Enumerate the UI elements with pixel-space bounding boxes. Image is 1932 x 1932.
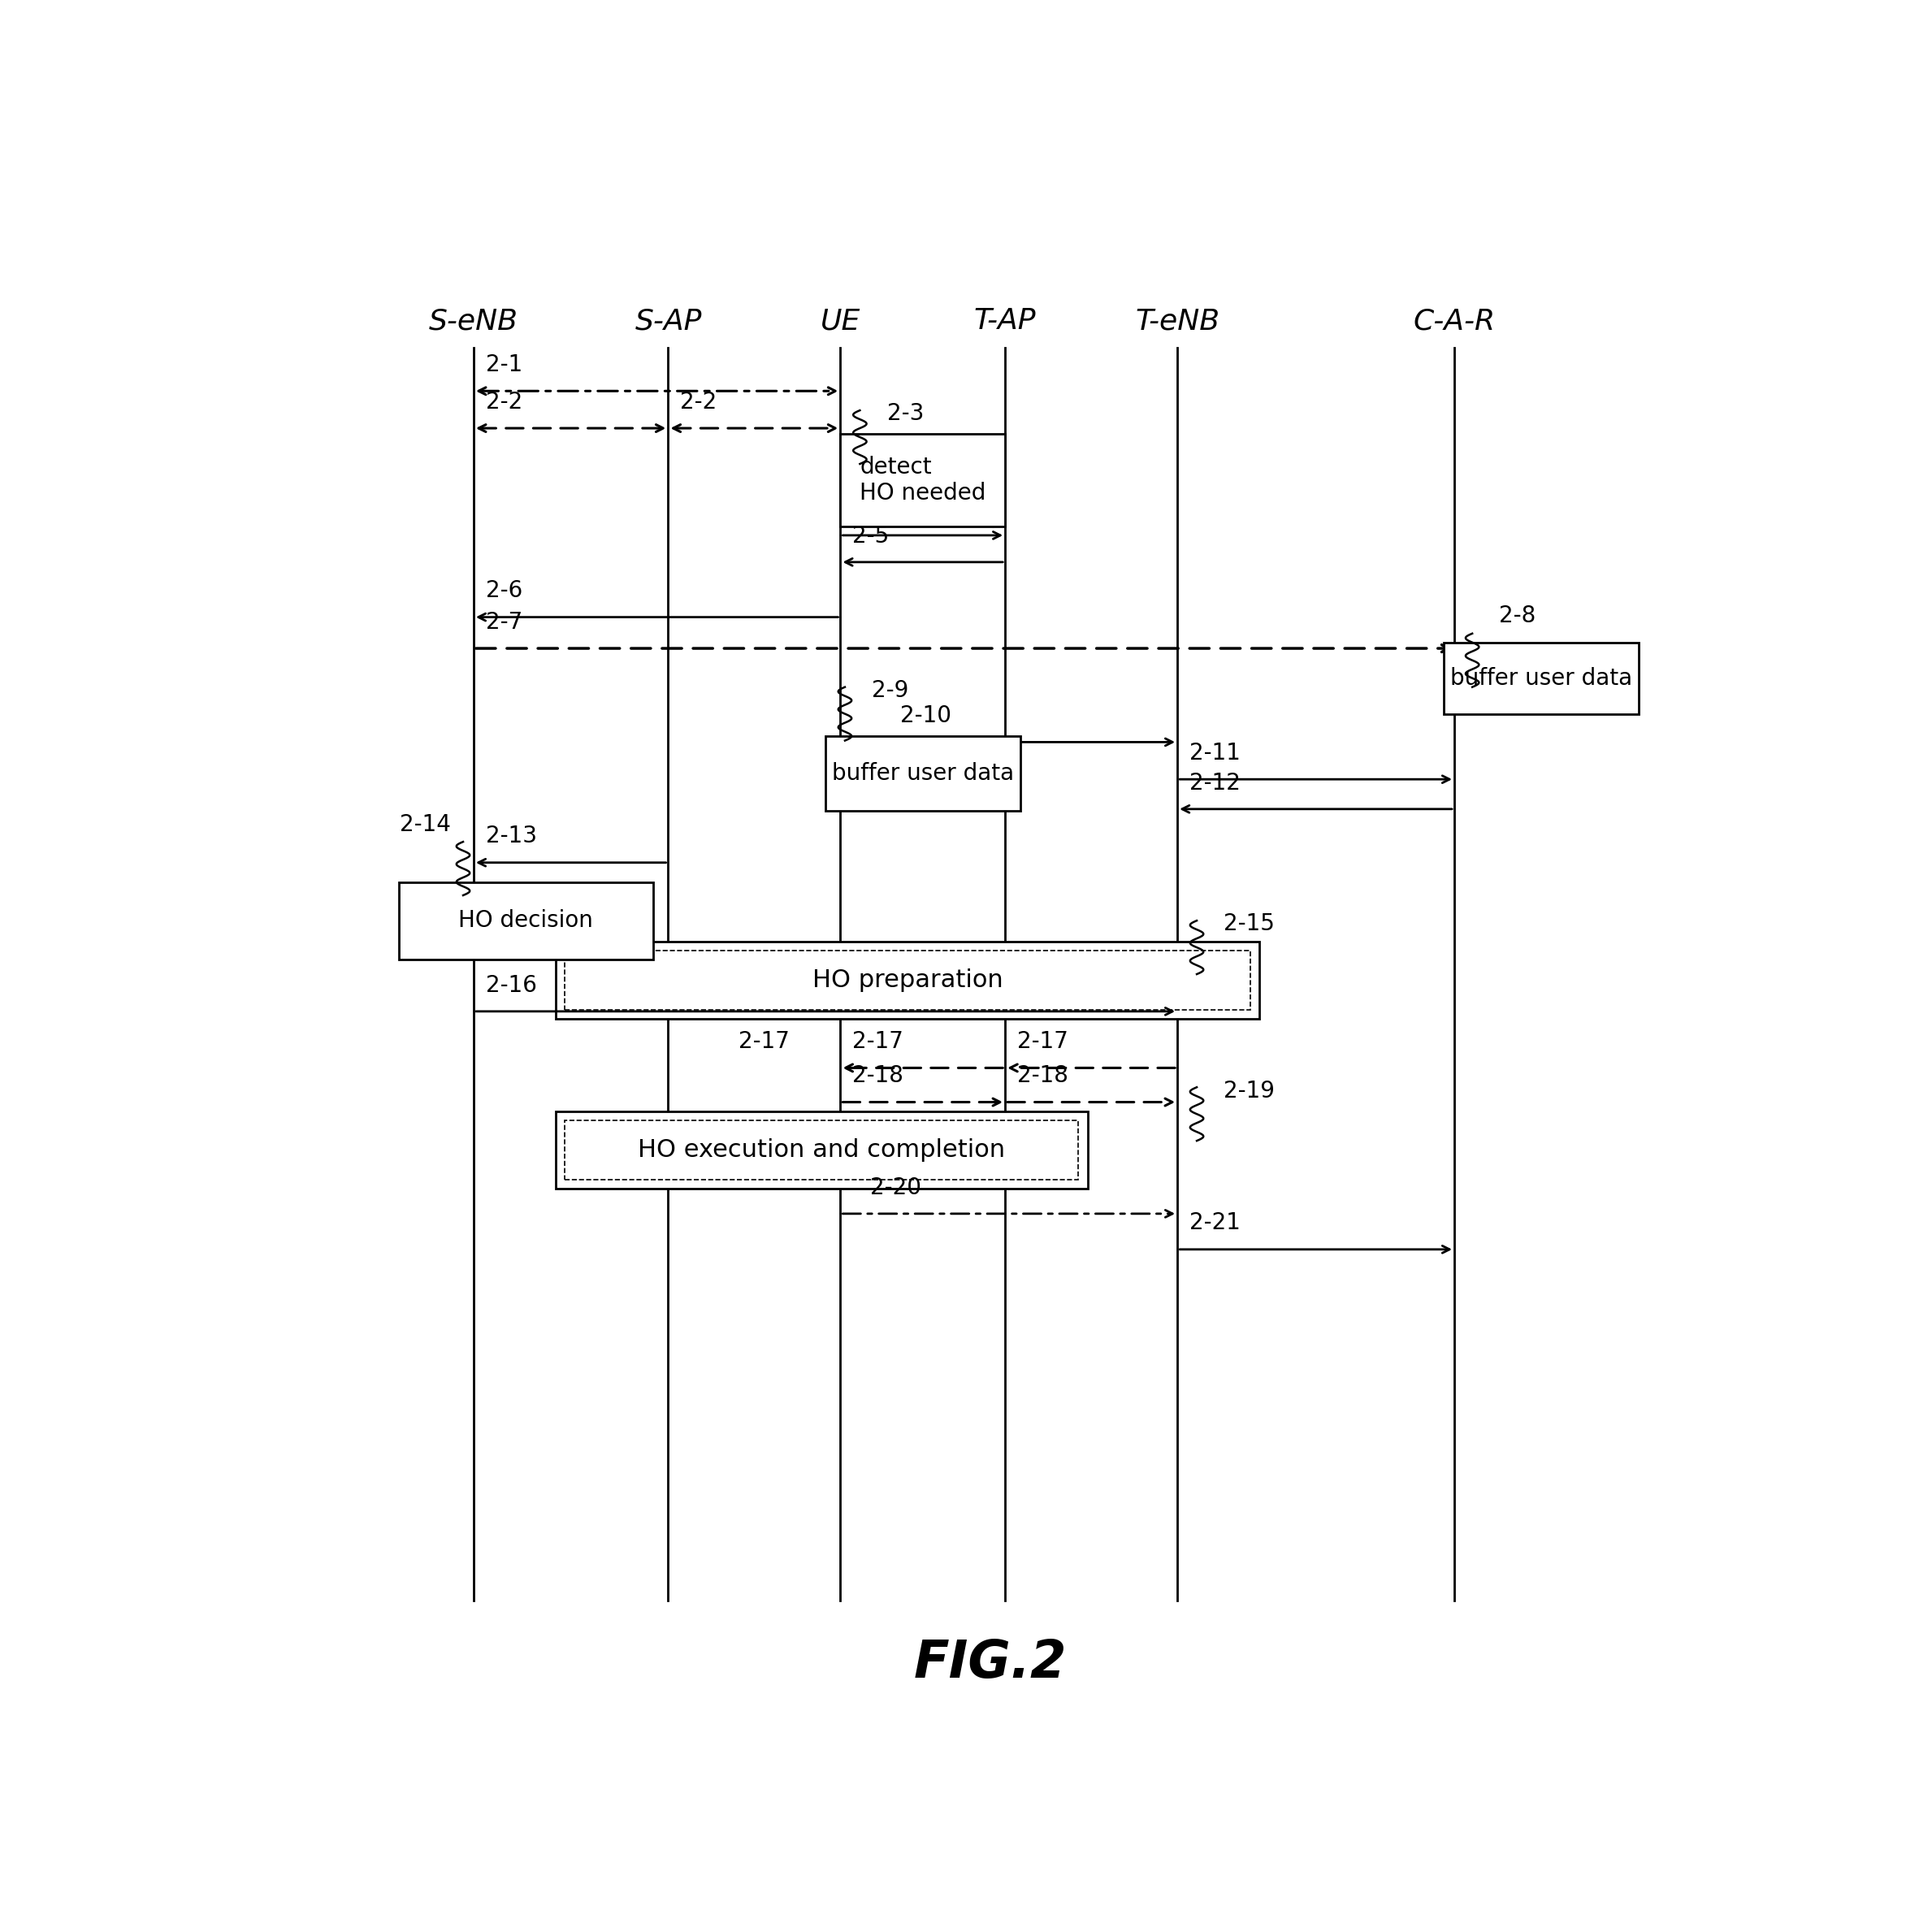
Text: 2-13: 2-13 bbox=[485, 825, 537, 848]
Text: 2-20: 2-20 bbox=[871, 1177, 922, 1198]
Text: T-eNB: T-eNB bbox=[1136, 307, 1219, 334]
Text: 2-1: 2-1 bbox=[485, 354, 522, 377]
Text: 2-11: 2-11 bbox=[1190, 742, 1240, 765]
Text: C-A-R: C-A-R bbox=[1412, 307, 1495, 334]
FancyBboxPatch shape bbox=[825, 736, 1020, 811]
Text: 2-18: 2-18 bbox=[852, 1065, 904, 1088]
Text: 2-9: 2-9 bbox=[871, 680, 908, 701]
Text: T-AP: T-AP bbox=[974, 307, 1036, 334]
Text: 2-19: 2-19 bbox=[1223, 1080, 1275, 1101]
Text: HO decision: HO decision bbox=[458, 910, 593, 931]
Text: 2-17: 2-17 bbox=[738, 1030, 790, 1053]
FancyBboxPatch shape bbox=[556, 1111, 1088, 1188]
Text: 2-17: 2-17 bbox=[852, 1030, 904, 1053]
Text: HO preparation: HO preparation bbox=[813, 968, 1003, 991]
Text: buffer user data: buffer user data bbox=[1451, 667, 1633, 690]
Text: 2-4: 2-4 bbox=[852, 498, 889, 520]
Text: 2-14: 2-14 bbox=[400, 813, 452, 837]
Text: 2-5: 2-5 bbox=[852, 524, 889, 547]
Text: 2-18: 2-18 bbox=[1016, 1065, 1068, 1088]
Text: 2-7: 2-7 bbox=[485, 611, 522, 634]
FancyBboxPatch shape bbox=[1443, 643, 1638, 713]
Text: 2-10: 2-10 bbox=[900, 705, 951, 726]
Text: 2-15: 2-15 bbox=[1223, 912, 1275, 935]
Text: detect
HO needed: detect HO needed bbox=[860, 456, 985, 504]
Text: UE: UE bbox=[821, 307, 860, 334]
Text: 2-17: 2-17 bbox=[1016, 1030, 1068, 1053]
Text: buffer user data: buffer user data bbox=[833, 761, 1014, 784]
Text: 2-12: 2-12 bbox=[1190, 771, 1240, 794]
Text: 2-16: 2-16 bbox=[485, 974, 537, 997]
Text: 2-3: 2-3 bbox=[887, 402, 923, 425]
Text: S-AP: S-AP bbox=[636, 307, 701, 334]
Text: 2-2: 2-2 bbox=[680, 390, 717, 413]
FancyBboxPatch shape bbox=[840, 435, 1005, 526]
FancyBboxPatch shape bbox=[398, 881, 653, 960]
Text: 2-21: 2-21 bbox=[1190, 1211, 1240, 1235]
Text: 2-6: 2-6 bbox=[485, 580, 522, 603]
Text: HO execution and completion: HO execution and completion bbox=[638, 1138, 1005, 1161]
Text: FIG.2: FIG.2 bbox=[914, 1638, 1066, 1689]
Text: 2-8: 2-8 bbox=[1499, 605, 1536, 628]
FancyBboxPatch shape bbox=[556, 941, 1260, 1018]
Text: 2-2: 2-2 bbox=[485, 390, 522, 413]
Text: S-eNB: S-eNB bbox=[429, 307, 518, 334]
